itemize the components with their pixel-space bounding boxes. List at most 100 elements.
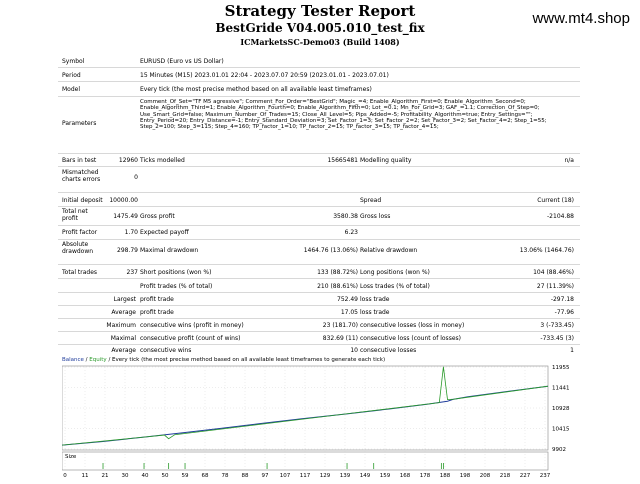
short-label: Short positions (won %) bbox=[140, 269, 212, 276]
bars-label: Bars in test bbox=[62, 157, 97, 164]
acl-label: consecutive losses bbox=[360, 347, 417, 354]
period-value: 15 Minutes (M15) 2023.01.01 22:04 - 2023… bbox=[140, 72, 389, 79]
absdd-label: Absolute drawdown bbox=[62, 241, 94, 255]
long-value: 104 (88.46%) bbox=[533, 269, 574, 276]
mcl-label: consecutive losses (loss in money) bbox=[360, 322, 465, 329]
report-table: Symbol EURUSD (Euro vs US Dollar) Period… bbox=[58, 54, 580, 355]
netprofit-value: 1475.49 bbox=[113, 213, 138, 220]
llt-value: -297.18 bbox=[550, 296, 574, 303]
largest-label: Largest bbox=[113, 296, 136, 303]
report-title: Strategy Tester Report bbox=[224, 2, 416, 20]
y-tick-label: 11441 bbox=[552, 386, 570, 392]
site-link[interactable]: www.mt4.shop bbox=[532, 10, 630, 27]
x-tick-label: 159 bbox=[380, 473, 391, 479]
x-tick-label: 198 bbox=[460, 473, 471, 479]
short-value: 133 (88.72%) bbox=[317, 269, 358, 276]
maximum-label: Maximum bbox=[106, 322, 136, 329]
lpt-value: 752.49 bbox=[337, 296, 358, 303]
trades-value: 237 bbox=[126, 269, 138, 276]
deposit-label: Initial deposit bbox=[62, 197, 103, 204]
maxdd-label: Maximal drawdown bbox=[140, 247, 199, 254]
absdd-value: 298.79 bbox=[117, 247, 138, 254]
apt-value: 17.05 bbox=[340, 309, 358, 316]
x-tick-label: 11 bbox=[82, 473, 89, 479]
payoff-label: Expected payoff bbox=[140, 229, 189, 236]
x-tick-label: 68 bbox=[202, 473, 209, 479]
y-tick-label: 10415 bbox=[552, 427, 570, 433]
lt-value: 27 (11.39%) bbox=[536, 283, 574, 290]
balance-chart-svg: Size 11955 11441 10928 10415 9902 0 11 21 30 40 5… bbox=[61, 365, 570, 479]
y-tick-label: 11955 bbox=[552, 365, 570, 371]
chart-legend: Balance / Equity / Every tick (the most … bbox=[62, 357, 385, 363]
grossprofit-value: 3580.38 bbox=[333, 213, 358, 220]
alt-label: loss trade bbox=[360, 309, 390, 316]
pt-value: 210 (88.61%) bbox=[317, 283, 358, 290]
series-line-equity bbox=[61, 366, 549, 446]
size-label: Size bbox=[65, 454, 77, 460]
grossloss-value: -2104.88 bbox=[547, 213, 574, 220]
grossprofit-label: Gross profit bbox=[140, 213, 175, 220]
long-label: Long positions (won %) bbox=[360, 269, 430, 276]
legend-sep: / bbox=[83, 357, 90, 363]
x-tick-label: 149 bbox=[360, 473, 371, 479]
deposit-value: 10000.00 bbox=[109, 197, 138, 204]
mismatch-value: 0 bbox=[134, 174, 138, 181]
ticks-label: Ticks modelled bbox=[140, 157, 185, 164]
mcw-label: consecutive wins (profit in money) bbox=[140, 322, 244, 329]
y-tick-label: 9902 bbox=[552, 447, 566, 453]
symbol-value: EURUSD (Euro vs US Dollar) bbox=[140, 58, 224, 65]
average2-label: Average bbox=[111, 347, 136, 354]
x-tick-label: 50 bbox=[162, 473, 169, 479]
reldd-value: 13.06% (1464.76) bbox=[519, 247, 574, 254]
y-tick-label: 10928 bbox=[552, 406, 570, 412]
acl-value: 1 bbox=[570, 347, 574, 354]
x-tick-label: 97 bbox=[262, 473, 269, 479]
x-tick-label: 139 bbox=[340, 473, 351, 479]
model-label: Model bbox=[62, 86, 81, 93]
lt-label: Loss trades (% of total) bbox=[360, 283, 430, 290]
legend-balance: Balance bbox=[62, 357, 84, 363]
netprofit-label: Total net profit bbox=[62, 208, 88, 222]
x-tick-label: 178 bbox=[420, 473, 431, 479]
trades-label: Total trades bbox=[62, 269, 98, 276]
pt-label: Profit trades (% of total) bbox=[140, 283, 213, 290]
acw-value: 10 bbox=[350, 347, 358, 354]
x-tick-label: 30 bbox=[122, 473, 129, 479]
mcp-label: consecutive profit (count of wins) bbox=[140, 335, 241, 342]
parameters-label: Parameters bbox=[62, 120, 97, 127]
average-label: Average bbox=[111, 309, 136, 316]
ticks-value: 15665481 bbox=[327, 157, 358, 164]
mcl-value: 3 (-733.45) bbox=[540, 322, 574, 329]
acw-label: consecutive wins bbox=[140, 347, 192, 354]
maxdd-value: 1464.76 (13.06%) bbox=[303, 247, 358, 254]
symbol-label: Symbol bbox=[62, 58, 85, 65]
maximal-label: Maximal bbox=[110, 335, 136, 342]
x-tick-label: 227 bbox=[520, 473, 531, 479]
apt-label: profit trade bbox=[140, 309, 174, 316]
legend-rest: / Every tick (the most precise method ba… bbox=[106, 357, 386, 363]
llt-label: loss trade bbox=[360, 296, 390, 303]
x-tick-label: 88 bbox=[242, 473, 249, 479]
x-tick-label: 188 bbox=[440, 473, 451, 479]
grossloss-label: Gross loss bbox=[360, 213, 391, 220]
x-tick-label: 208 bbox=[480, 473, 491, 479]
x-tick-label: 0 bbox=[63, 473, 67, 479]
pf-label: Profit factor bbox=[62, 229, 98, 236]
x-tick-label: 59 bbox=[182, 473, 189, 479]
x-tick-label: 218 bbox=[500, 473, 511, 479]
x-tick-label: 168 bbox=[400, 473, 411, 479]
mcp-value: 832.69 (11) bbox=[322, 335, 358, 342]
server-name: ICMarketsSC-Demo03 (Build 1408) bbox=[240, 37, 400, 47]
legend-equity: Equity bbox=[89, 357, 107, 363]
alt-value: -77.96 bbox=[554, 309, 574, 316]
mcloss-value: -733.45 (3) bbox=[540, 335, 574, 342]
mcw-value: 23 (181.70) bbox=[322, 322, 358, 329]
spread-value: Current (18) bbox=[537, 197, 574, 204]
bars-value: 12960 bbox=[118, 157, 138, 164]
parameters-value: Comment_Of_Set="TF M5 agressive"; Commen… bbox=[140, 99, 547, 131]
x-tick-label: 21 bbox=[102, 473, 109, 479]
x-tick-label: 107 bbox=[280, 473, 291, 479]
mcloss-label: consecutive loss (count of losses) bbox=[360, 335, 461, 342]
model-value: Every tick (the most precise method base… bbox=[140, 86, 372, 93]
x-tick-label: 117 bbox=[300, 473, 311, 479]
